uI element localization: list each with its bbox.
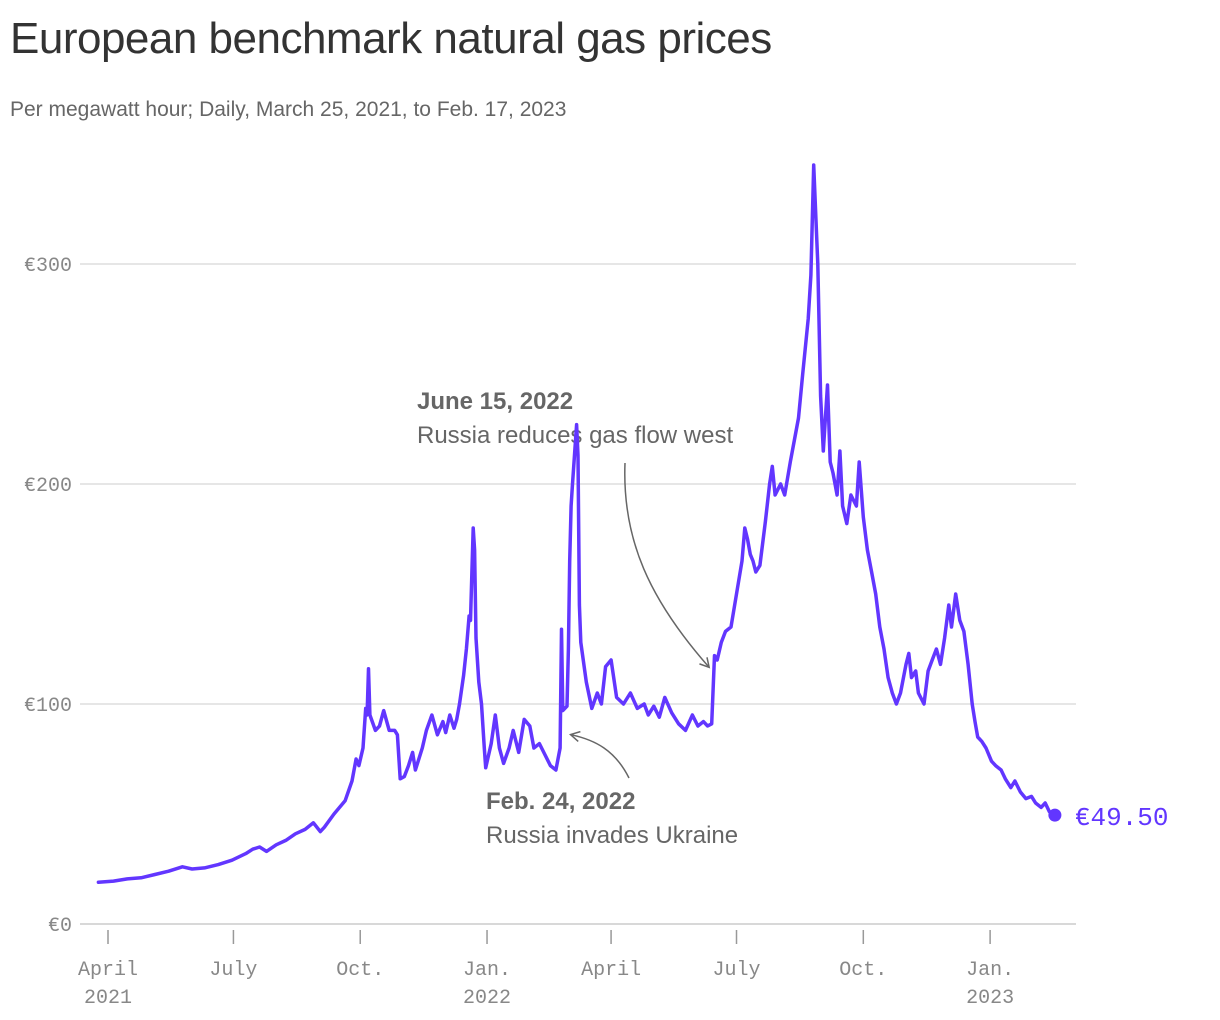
x-tick-label: July [712, 959, 760, 982]
x-tick-label: Oct. [336, 959, 384, 982]
y-tick-label: €0 [48, 915, 72, 938]
x-tick-label: Jan. [966, 959, 1014, 982]
annotation-arrow-june [624, 462, 711, 669]
annotation-arrow-feb [569, 730, 630, 779]
end-point-marker [1048, 808, 1062, 822]
annotation-title-feb: Feb. 24, 2022 [486, 788, 635, 815]
y-axis-ticks: €0 €100 €200 €300 [24, 255, 72, 938]
x-tick-label: April [78, 959, 138, 982]
y-tick-label: €300 [24, 255, 72, 278]
y-tick-label: €100 [24, 695, 72, 718]
price-series-line [96, 163, 1057, 884]
x-tick-label: April [581, 959, 641, 982]
x-tick-year-label: 2023 [966, 987, 1014, 1010]
chart-title: European benchmark natural gas prices [10, 14, 772, 63]
x-tick-year-label: 2022 [463, 987, 511, 1010]
gridlines [80, 263, 1076, 925]
x-tick-year-label: 2021 [84, 987, 132, 1010]
x-tick-label: Oct. [839, 959, 887, 982]
annotation-title-june: June 15, 2022 [417, 388, 573, 415]
x-tick-label: Jan. [463, 959, 511, 982]
annotation-text-feb: Russia invades Ukraine [486, 822, 738, 849]
series-layer: €49.50 [96, 163, 1169, 884]
x-tick-label: July [209, 959, 257, 982]
x-axis-ticks: April 2021 July Oct. Jan. 2022 April July Oct. Ja… [78, 930, 1014, 1010]
end-value-label: €49.50 [1075, 803, 1169, 833]
y-tick-label: €200 [24, 475, 72, 498]
chart-subtitle: Per megawatt hour; Daily, March 25, 2021… [10, 98, 567, 121]
